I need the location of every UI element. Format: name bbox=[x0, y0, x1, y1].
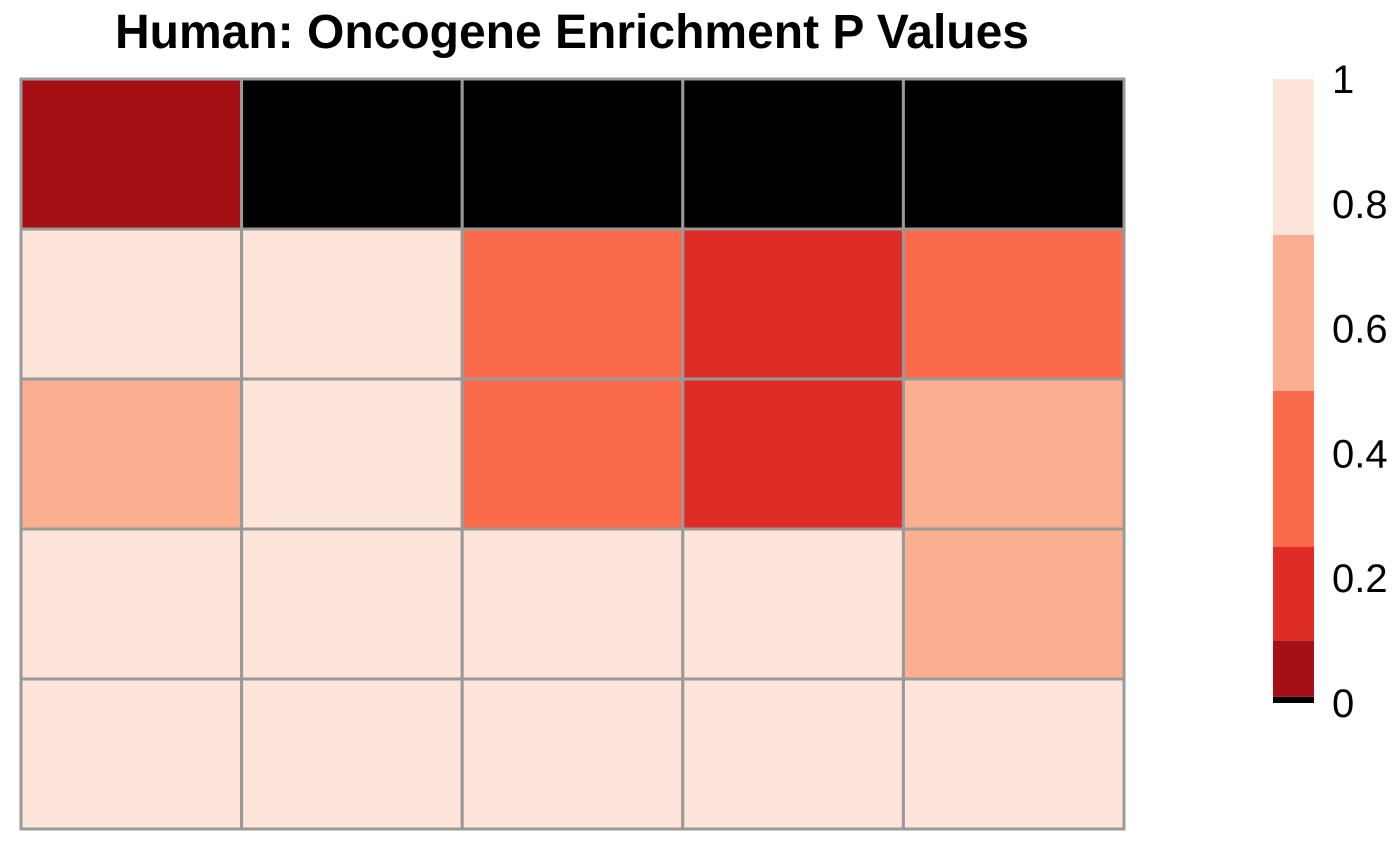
legend-swatch bbox=[1273, 235, 1314, 391]
heatmap-cell bbox=[681, 527, 905, 681]
legend-tick-label: 0 bbox=[1332, 682, 1354, 726]
heatmap-cell bbox=[901, 677, 1126, 831]
heatmap-cell bbox=[681, 77, 905, 231]
heatmap-cell bbox=[19, 377, 244, 531]
heatmap-cell bbox=[19, 677, 244, 831]
heatmap-cell bbox=[240, 527, 464, 681]
heatmap-cell bbox=[681, 377, 905, 531]
heatmap-cell bbox=[681, 227, 905, 381]
legend-tick-label: 0.6 bbox=[1332, 308, 1388, 352]
heatmap-cell bbox=[240, 377, 464, 531]
heatmap-cell bbox=[460, 377, 685, 531]
legend-tick-label: 0.4 bbox=[1332, 432, 1388, 476]
heatmap-cell bbox=[19, 527, 244, 681]
legend-swatch bbox=[1273, 640, 1314, 697]
legend-swatch bbox=[1273, 547, 1314, 641]
legend-tick-label: 1 bbox=[1332, 58, 1354, 102]
heatmap-cell bbox=[19, 77, 244, 231]
heatmap-cell bbox=[240, 77, 464, 231]
legend-swatch bbox=[1273, 79, 1314, 235]
heatmap-cell bbox=[901, 77, 1126, 231]
heatmap-cell bbox=[901, 227, 1126, 381]
heatmap-cell bbox=[460, 677, 685, 831]
heatmap-cell bbox=[460, 227, 685, 381]
heatmap-cell bbox=[681, 677, 905, 831]
legend-tick-label: 0.8 bbox=[1332, 183, 1388, 227]
color-legend: 0 0.2 0.4 0.6 0.8 1 bbox=[1273, 58, 1388, 726]
heatmap-cell bbox=[240, 677, 464, 831]
heatmap-cell bbox=[460, 77, 685, 231]
legend-tick-label: 0.2 bbox=[1332, 557, 1388, 601]
chart-title: Human: Oncogene Enrichment P Values bbox=[115, 6, 1029, 59]
legend-swatch bbox=[1273, 391, 1314, 547]
legend-swatch bbox=[1273, 696, 1314, 703]
heatmap-cell bbox=[901, 377, 1126, 531]
heatmap-cell bbox=[460, 527, 685, 681]
heatmap-cell bbox=[240, 227, 464, 381]
heatmap-cell bbox=[19, 227, 244, 381]
heatmap-cell bbox=[901, 527, 1126, 681]
heatmap-cells bbox=[19, 77, 1126, 831]
